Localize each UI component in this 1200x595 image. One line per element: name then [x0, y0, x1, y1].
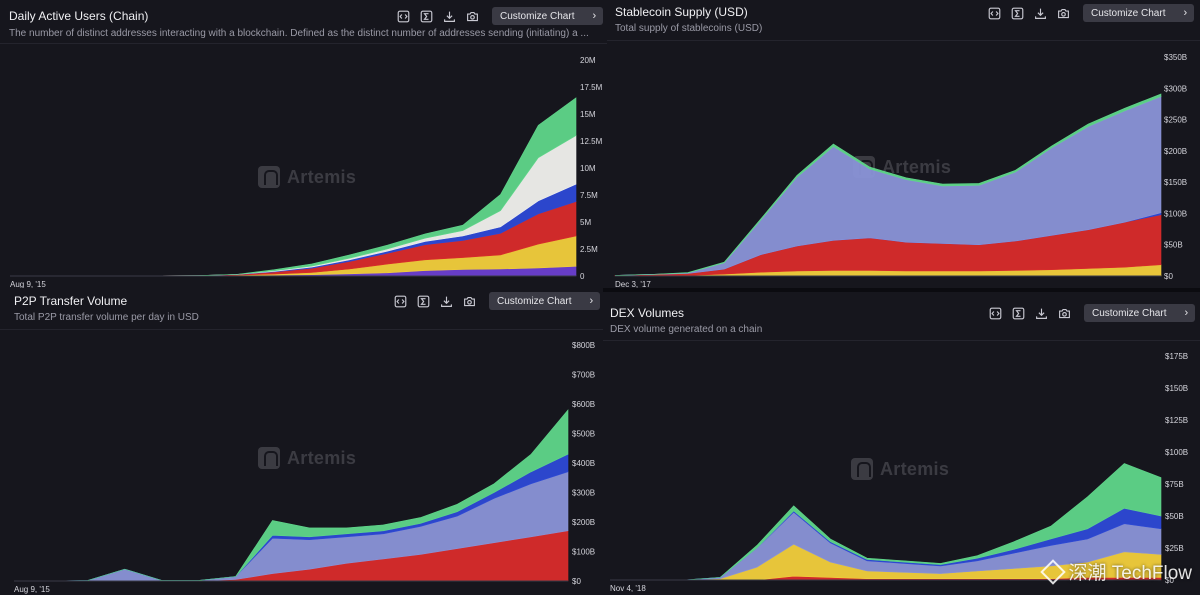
x-axis-start-label: Aug 9, '15: [14, 585, 50, 594]
y-tick-label: 0: [580, 272, 585, 281]
formula-icon[interactable]: [1010, 6, 1025, 21]
y-tick-label: $0: [572, 577, 581, 586]
customize-chart-label: Customize Chart: [1092, 307, 1167, 319]
source-watermark: 深潮 TechFlow: [1040, 558, 1192, 585]
divider: [607, 40, 1200, 41]
embed-code-icon[interactable]: [396, 9, 411, 24]
y-tick-label: $175B: [1165, 352, 1188, 361]
dau-chart: 0 2.5M 5M 7.5M 10M 12.5M 15M 17.5M 20M Aug 9, '15: [10, 56, 603, 288]
camera-icon[interactable]: [1056, 6, 1071, 21]
embed-code-icon[interactable]: [987, 6, 1002, 21]
y-tick-label: $300B: [572, 489, 595, 498]
series-area-green: [610, 463, 1162, 581]
chevron-right-icon: ›: [589, 295, 594, 307]
chart-title: P2P Transfer Volume: [14, 294, 128, 308]
source-watermark-text: 深潮 TechFlow: [1068, 563, 1192, 584]
x-axis-start-label: Dec 3, '17: [615, 280, 651, 288]
chart-panel-dex-volumes: DEX Volumes DEX volume generated on a ch…: [603, 292, 1200, 595]
y-tick-label: $200B: [1164, 147, 1187, 156]
y-tick-label: $100B: [1164, 209, 1187, 218]
formula-icon[interactable]: [1011, 306, 1026, 321]
camera-icon[interactable]: [462, 294, 477, 309]
customize-chart-button[interactable]: Customize Chart ›: [489, 292, 601, 310]
download-icon[interactable]: [442, 9, 457, 24]
download-icon[interactable]: [1033, 6, 1048, 21]
y-tick-label: $75B: [1165, 480, 1184, 489]
y-tick-label: 7.5M: [580, 191, 598, 200]
y-tick-label: $100B: [572, 548, 595, 557]
chevron-right-icon: ›: [1184, 307, 1189, 319]
dex-chart: $0 $25B $50B $75B $100B $125B $150B $175B Nov 4,…: [610, 352, 1188, 593]
y-tick-label: $50B: [1164, 241, 1183, 250]
chart-title: DEX Volumes: [610, 306, 685, 320]
y-tick-label: 5M: [580, 218, 591, 227]
y-tick-label: $150B: [1164, 178, 1187, 187]
y-tick-label: $700B: [572, 371, 595, 380]
y-tick-label: $0: [1165, 576, 1174, 585]
customize-chart-label: Customize Chart: [497, 295, 572, 307]
y-tick-label: $0: [1164, 272, 1173, 281]
stablecoin-chart: $0 $50B $100B $150B $200B $250B $300B $350B Dec …: [614, 53, 1187, 288]
y-tick-label: $800B: [572, 341, 595, 350]
y-tick-label: $600B: [572, 400, 595, 409]
y-tick-label: $125B: [1165, 416, 1188, 425]
formula-icon[interactable]: [419, 9, 434, 24]
y-tick-label: $200B: [572, 518, 595, 527]
y-tick-label: $350B: [1164, 53, 1187, 62]
chart-toolbar: Customize Chart ›: [396, 7, 604, 25]
chart-toolbar: Customize Chart ›: [987, 4, 1195, 22]
series-area-green: [614, 93, 1162, 276]
chevron-right-icon: ›: [592, 10, 597, 22]
y-tick-label: 12.5M: [580, 137, 603, 146]
customize-chart-label: Customize Chart: [500, 10, 575, 22]
y-tick-label: $25B: [1165, 544, 1184, 553]
x-axis-start-label: Aug 9, '15: [10, 280, 46, 288]
customize-chart-button[interactable]: Customize Chart ›: [1083, 4, 1195, 22]
camera-icon[interactable]: [1057, 306, 1072, 321]
y-tick-label: $400B: [572, 459, 595, 468]
y-tick-label: 10M: [580, 164, 596, 173]
chevron-right-icon: ›: [1183, 7, 1188, 19]
y-tick-label: 2.5M: [580, 245, 598, 254]
chart-title: Stablecoin Supply (USD): [615, 5, 748, 19]
formula-icon[interactable]: [416, 294, 431, 309]
chart-panel-stablecoin-supply: Stablecoin Supply (USD) Total supply of …: [607, 0, 1200, 288]
customize-chart-button[interactable]: Customize Chart ›: [1084, 304, 1196, 322]
y-tick-label: $300B: [1164, 84, 1187, 93]
y-tick-label: $100B: [1165, 448, 1188, 457]
x-axis-start-label: Nov 4, '18: [610, 584, 646, 593]
techflow-logo-icon: [1040, 558, 1067, 585]
download-icon[interactable]: [439, 294, 454, 309]
y-tick-label: $50B: [1165, 512, 1184, 521]
camera-icon[interactable]: [465, 9, 480, 24]
divider: [0, 329, 603, 330]
chart-panel-p2p-transfer-volume: P2P Transfer Volume Total P2P transfer v…: [0, 288, 603, 595]
y-tick-label: 20M: [580, 56, 596, 65]
divider: [603, 340, 1200, 341]
y-tick-label: 15M: [580, 110, 596, 119]
embed-code-icon[interactable]: [393, 294, 408, 309]
chart-panel-daily-active-users: Daily Active Users (Chain) The number of…: [0, 0, 607, 288]
y-tick-label: 17.5M: [580, 83, 603, 92]
chart-title: Daily Active Users (Chain): [9, 9, 149, 23]
divider: [0, 43, 607, 44]
y-tick-label: $150B: [1165, 384, 1188, 393]
customize-chart-label: Customize Chart: [1091, 7, 1166, 19]
series-area-green: [14, 409, 569, 582]
download-icon[interactable]: [1034, 306, 1049, 321]
customize-chart-button[interactable]: Customize Chart ›: [492, 7, 604, 25]
y-tick-label: $250B: [1164, 116, 1187, 125]
series-area-green: [10, 97, 577, 277]
p2p-chart: $0 $100B $200B $300B $400B $500B $600B $700B $80…: [14, 341, 595, 594]
y-tick-label: $500B: [572, 430, 595, 439]
chart-toolbar: Customize Chart ›: [988, 304, 1196, 322]
embed-code-icon[interactable]: [988, 306, 1003, 321]
chart-toolbar: Customize Chart ›: [393, 292, 601, 310]
